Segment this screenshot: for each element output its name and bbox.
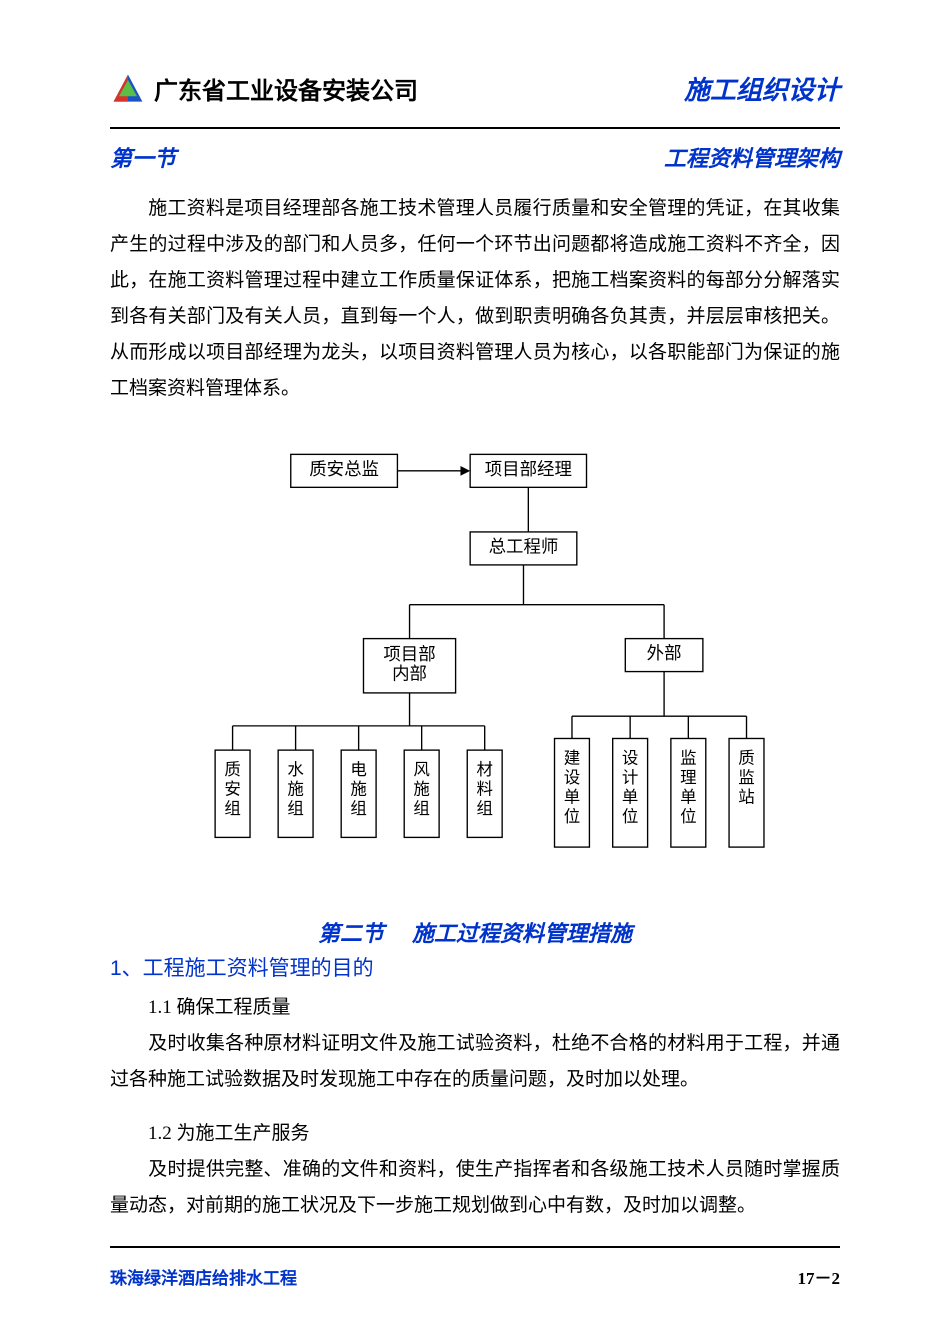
svg-text:风: 风 [413,760,429,779]
company-name: 广东省工业设备安装公司 [154,71,418,106]
svg-text:外部: 外部 [647,643,682,663]
svg-text:水: 水 [287,760,304,779]
svg-text:施: 施 [413,779,429,798]
svg-text:料: 料 [476,779,492,798]
svg-text:组: 组 [476,799,492,818]
page: 广东省工业设备安装公司 施工组织设计 第一节 工程资料管理架构 施工资料是项目经… [0,0,950,1344]
svg-text:监: 监 [680,748,696,767]
section-2-num: 第二节 [318,916,384,948]
section-2-subheading: 1、工程施工资料管理的目的 [110,952,840,982]
header: 广东省工业设备安装公司 施工组织设计 [110,70,840,107]
svg-text:电: 电 [350,760,366,779]
project-name: 珠海绿洋酒店给排水工程 [110,1264,297,1289]
svg-text:组: 组 [413,799,429,818]
svg-text:内部: 内部 [392,663,427,683]
svg-text:单: 单 [564,787,580,806]
svg-text:单: 单 [622,787,638,806]
point-2-text: 及时提供完整、准确的文件和资料，使生产指挥者和各级施工技术人员随时掌握质量动态，… [110,1152,840,1224]
footer: 珠海绿洋酒店给排水工程 17－2 [110,1246,840,1289]
svg-text:单: 单 [680,787,696,806]
page-number: 17－2 [798,1264,841,1289]
svg-text:理: 理 [680,768,696,787]
section-1-num: 第一节 [110,141,176,173]
point-2-num: 1.2 为施工生产服务 [148,1116,840,1152]
svg-text:位: 位 [564,806,580,825]
header-left: 广东省工业设备安装公司 [110,71,418,107]
footer-row: 珠海绿洋酒店给排水工程 17－2 [110,1264,840,1289]
company-logo-icon [110,71,146,107]
svg-text:位: 位 [622,806,638,825]
svg-text:项目部: 项目部 [383,644,435,664]
org-chart-svg: 质安总监项目部经理总工程师项目部内部外部质安组水施组电施组风施组材料组建设单位设… [155,428,795,888]
svg-text:位: 位 [680,806,696,825]
svg-text:施: 施 [350,779,366,798]
org-chart: 质安总监项目部经理总工程师项目部内部外部质安组水施组电施组风施组材料组建设单位设… [110,428,840,888]
section-1-paragraph-text: 施工资料是项目经理部各施工技术管理人员履行质量和安全管理的凭证，在其收集产生的过… [110,198,840,399]
point-1-text-content: 及时收集各种原材料证明文件及施工试验资料，杜绝不合格的材料用于工程，并通过各种施… [110,1033,840,1090]
svg-text:施: 施 [287,779,303,798]
section-1-heading: 第一节 工程资料管理架构 [110,141,840,173]
footer-rule [110,1246,840,1248]
header-rule [110,127,840,129]
section-1-title: 工程资料管理架构 [664,141,840,173]
point-2-text-content: 及时提供完整、准确的文件和资料，使生产指挥者和各级施工技术人员随时掌握质量动态，… [110,1159,840,1216]
point-1-num: 1.1 确保工程质量 [148,990,840,1026]
svg-text:材: 材 [476,760,492,779]
svg-text:组: 组 [224,799,240,818]
document-title: 施工组织设计 [684,70,840,107]
svg-text:安: 安 [224,779,240,798]
section-2-heading: 第二节 施工过程资料管理措施 [110,916,840,948]
svg-text:组: 组 [287,799,303,818]
svg-text:建: 建 [564,748,580,767]
svg-text:质: 质 [224,760,240,779]
svg-text:质安总监: 质安总监 [309,458,379,478]
svg-text:项目部经理: 项目部经理 [485,458,572,478]
svg-text:设: 设 [622,748,638,767]
svg-text:质: 质 [738,748,754,767]
svg-text:站: 站 [738,787,754,806]
svg-text:计: 计 [622,768,638,787]
svg-text:设: 设 [564,768,580,787]
svg-text:组: 组 [350,799,366,818]
section-2-title: 施工过程资料管理措施 [412,916,632,948]
svg-text:总工程师: 总工程师 [489,536,559,556]
svg-text:监: 监 [738,768,754,787]
section-1-paragraph: 施工资料是项目经理部各施工技术管理人员履行质量和安全管理的凭证，在其收集产生的过… [110,191,840,408]
point-1-text: 及时收集各种原材料证明文件及施工试验资料，杜绝不合格的材料用于工程，并通过各种施… [110,1026,840,1098]
